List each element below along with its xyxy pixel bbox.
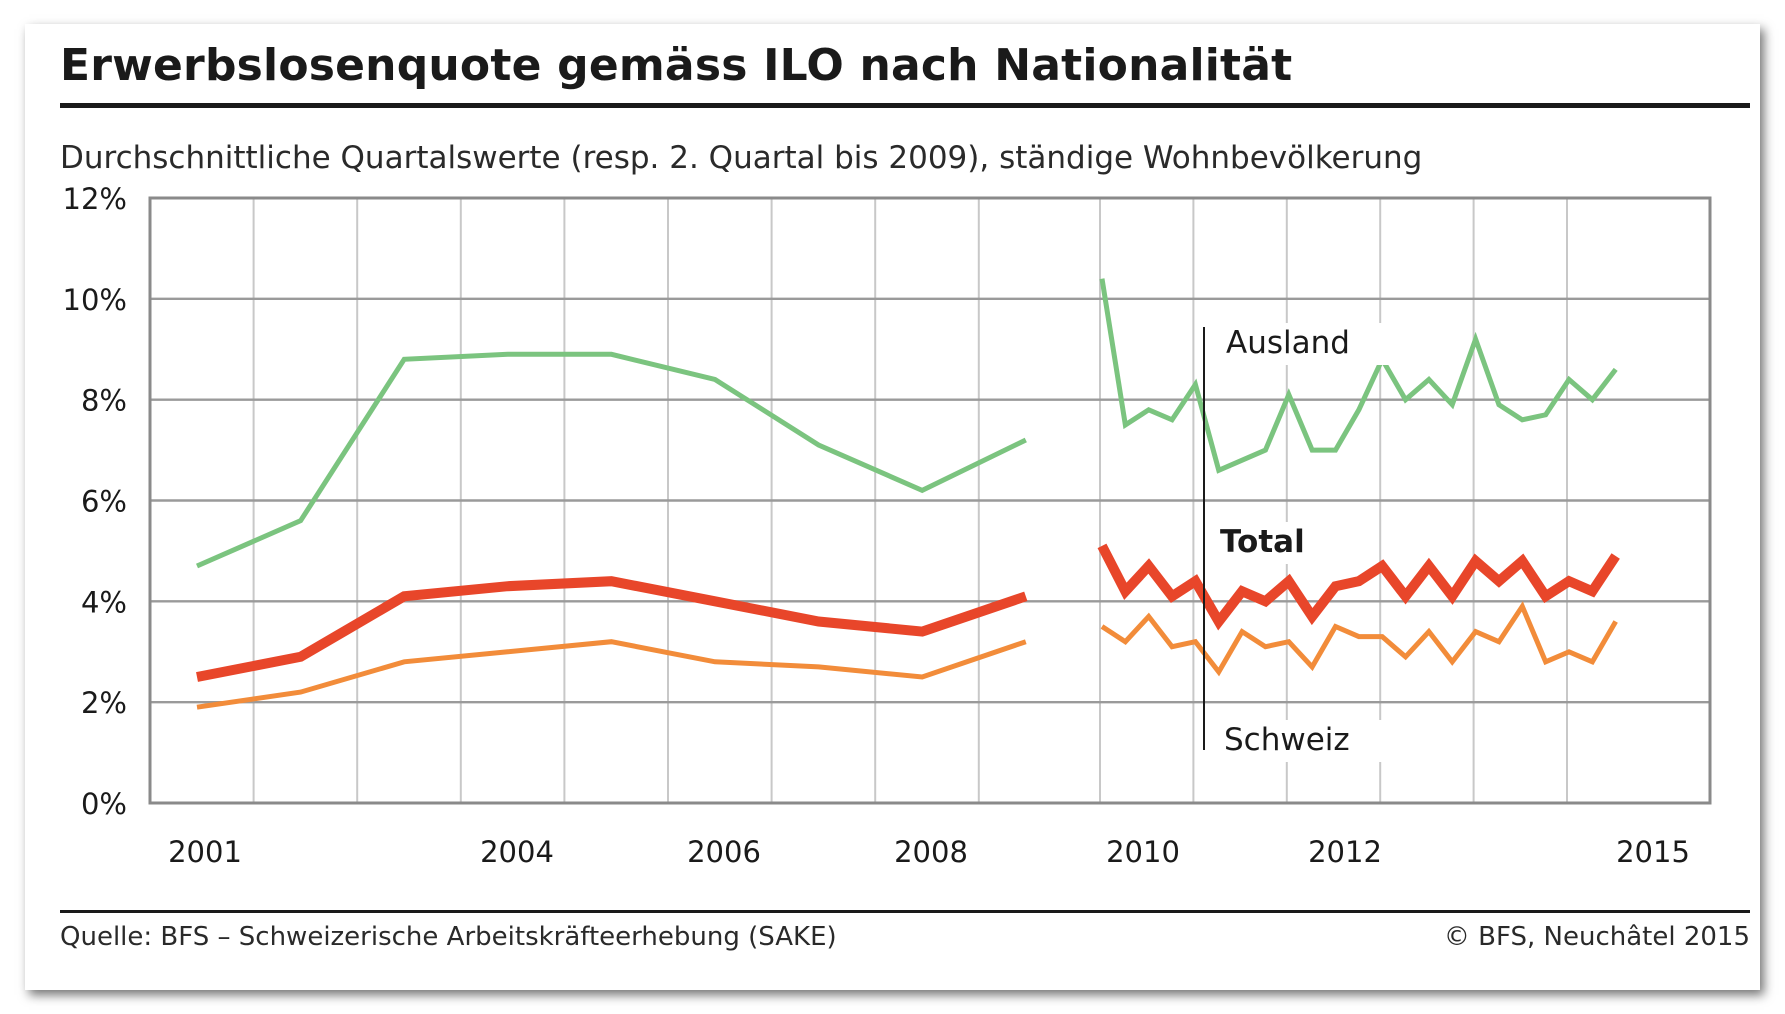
series-line-ausland-annual [195, 351, 1027, 569]
series-line-schweiz-quarterly [1100, 601, 1618, 677]
y-tick-label: 0% [81, 787, 127, 821]
y-tick-label: 8% [81, 384, 127, 418]
series-line-ausland-quarterly [1099, 278, 1618, 474]
x-tick-label: 2015 [1616, 835, 1690, 869]
x-tick-label: 2008 [894, 835, 968, 869]
plot-frame [148, 196, 1712, 805]
x-tick-label: 2012 [1308, 835, 1382, 869]
source-note: Quelle: BFS – Schweizerische Arbeitskräf… [60, 922, 837, 952]
chart-card [25, 24, 1760, 990]
y-tick-label: 12% [63, 182, 127, 216]
title-rule [60, 103, 1750, 108]
copyright-note: © BFS, Neuchâtel 2015 [1443, 922, 1750, 952]
series-label-bg [1216, 720, 1398, 762]
series-line-schweiz-annual [196, 639, 1027, 710]
y-tick-label: 4% [81, 585, 127, 619]
x-tick-label: 2001 [168, 835, 242, 869]
y-tick-label: 10% [63, 283, 127, 317]
x-tick-label: 2004 [480, 835, 554, 869]
chart-title: Erwerbslosenquote gemäss ILO nach Nation… [60, 40, 1293, 91]
series-label-ausland: Ausland [1226, 325, 1350, 361]
series-label-bg [1218, 323, 1400, 365]
footer-rule [60, 910, 1750, 913]
series-line-total-quarterly [1097, 543, 1620, 631]
x-tick-label: 2010 [1106, 835, 1180, 869]
series-line-total-annual [196, 576, 1028, 682]
x-tick-label: 2006 [687, 835, 761, 869]
y-tick-label: 2% [81, 686, 127, 720]
series-label-bg [1212, 522, 1290, 564]
series-label-total: Total [1220, 524, 1305, 560]
y-tick-label: 6% [81, 485, 127, 519]
series-label-schweiz: Schweiz [1224, 722, 1350, 758]
chart-subtitle: Durchschnittliche Quartalswerte (resp. 2… [60, 140, 1423, 176]
